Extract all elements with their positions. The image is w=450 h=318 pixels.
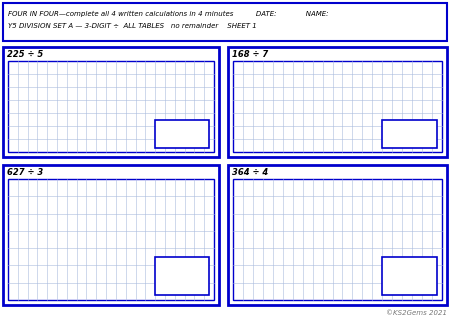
Bar [382,120,437,148]
Text: FOUR IN FOUR—complete all 4 written calculations in 4 minutes          DATE:    : FOUR IN FOUR—complete all 4 written calc… [8,11,328,17]
Text: 627 ÷ 3: 627 ÷ 3 [7,168,43,177]
Text: 364 ÷ 4: 364 ÷ 4 [232,168,268,177]
Bar [233,179,442,300]
Bar [3,47,219,157]
Text: Y5 DIVISION SET A — 3-DIGIT ÷  ALL TABLES   no remainder    SHEET 1: Y5 DIVISION SET A — 3-DIGIT ÷ ALL TABLES… [8,23,257,29]
Bar [8,179,214,300]
Text: 168 ÷ 7: 168 ÷ 7 [232,50,268,59]
Bar [228,47,447,157]
Bar [3,3,447,41]
Bar [8,61,214,152]
Bar [233,61,442,152]
Bar [155,120,209,148]
Bar [382,257,437,295]
Text: ©KS2Gems 2021: ©KS2Gems 2021 [386,310,447,316]
Text: 225 ÷ 5: 225 ÷ 5 [7,50,43,59]
Bar [228,165,447,305]
Bar [155,257,209,295]
Bar [3,165,219,305]
